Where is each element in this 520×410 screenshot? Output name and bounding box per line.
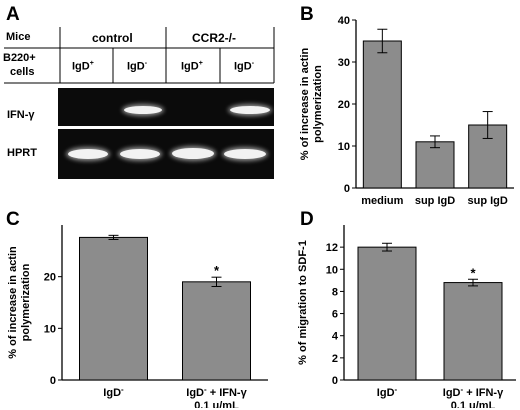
gel-label-hprt: HPRT (7, 147, 37, 159)
b-y-axis-label-line-0: % of increase in actin (299, 47, 311, 160)
d-ytick-label-4: 8 (332, 286, 338, 298)
panel-c-letter: C (6, 209, 20, 230)
band-hprt-lane1 (68, 149, 108, 159)
d-ytick-label-2: 4 (332, 331, 339, 343)
c-category-label-1-1: 0.1 u/mL (194, 400, 239, 408)
d-ytick-label-5: 10 (326, 264, 338, 276)
b-category-label-0-0: medium (361, 195, 403, 207)
band-hprt-lane2 (120, 149, 160, 159)
d-category-label-1-1: 0.1 u/mL (451, 400, 496, 408)
panel-d-letter: D (300, 209, 314, 230)
b-bar-1 (415, 141, 455, 189)
gel-ifn-gamma (58, 88, 274, 126)
d-ytick-label-0: 0 (332, 375, 338, 387)
c-y-axis-label-line-0: % of increase in actin (7, 246, 19, 359)
d-ytick-label-1: 2 (332, 353, 338, 365)
c-y-axis-label: % of increase in actinpolymerization (7, 246, 32, 359)
d-y-axis-label: % of migration to SDF-1 (297, 240, 309, 365)
d-y-axis-label-line-0: % of migration to SDF-1 (297, 240, 309, 365)
d-ytick-label-6: 12 (326, 242, 338, 254)
b-ytick-label-0: 0 (344, 183, 350, 195)
c-category-label-1-0: IgD- + IFN-γ (186, 385, 247, 399)
d-category-sup-1: - (461, 385, 464, 394)
b-category-label-1-0: sup IgD (415, 195, 455, 207)
lane-label-2: IgD- (127, 60, 148, 73)
c-ytick-label-0: 0 (50, 375, 56, 387)
row-label-b220: B220+ (3, 52, 36, 64)
d-category-sup-0: - (395, 385, 398, 394)
c-category-sup-0: - (121, 385, 124, 394)
band-ifn-lane2 (124, 106, 162, 114)
c-ytick-label-1: 10 (44, 323, 56, 335)
panel-b-letter: B (300, 4, 314, 25)
c-ytick-label-2: 20 (44, 272, 56, 284)
chart-b: 0 10 20 30 40 % of increase in actinpolymeriz… (299, 15, 514, 207)
c-bar-1 (182, 281, 251, 381)
b-y-axis-label: % of increase in actinpolymerization (299, 47, 324, 160)
b-bar-0 (362, 40, 402, 189)
group-ccr2: CCR2-/- (192, 31, 236, 45)
c-category-part-a-0: IgD (103, 387, 121, 399)
band-ifn-lane4 (230, 106, 270, 114)
gel-label-ifn: IFN-γ (7, 109, 35, 121)
d-category-label-1-0: IgD- + IFN-γ (443, 385, 504, 399)
band-hprt-lane4 (224, 149, 266, 159)
d-ytick-label-3: 6 (332, 309, 338, 321)
b-category-label-2-0: sup IgD (467, 195, 507, 207)
b-ytick-label-4: 40 (338, 15, 350, 27)
d-bar-1 (443, 282, 503, 381)
d-category-part-b-1: + IFN-γ (463, 387, 504, 399)
c-category-label-0-0: IgD- (103, 385, 124, 399)
d-bar-0 (357, 246, 417, 381)
panel-a-table-lines (4, 27, 275, 84)
panel-a-letter: A (6, 4, 20, 25)
c-annotation-1: * (214, 263, 220, 278)
b-ytick-label-3: 30 (338, 57, 350, 69)
b-ytick-label-2: 20 (338, 99, 350, 111)
lane-label-1: IgD+ (72, 60, 94, 73)
b-ytick-label-1: 10 (338, 141, 350, 153)
d-category-label-0-0: IgD- (377, 385, 398, 399)
chart-c: 0 10 20 % of increase in actinpolymerizatio… (7, 225, 268, 408)
d-category-part-a-1: IgD (443, 387, 461, 399)
c-category-sup-1: - (204, 385, 207, 394)
c-category-part-a-1: IgD (186, 387, 204, 399)
lane-label-3: IgD+ (181, 60, 203, 73)
c-category-part-b-1: + IFN-γ (207, 387, 248, 399)
d-annotation-1: * (470, 265, 476, 280)
b-y-axis-label-line-1: polymerization (312, 65, 324, 143)
group-control: control (92, 31, 133, 45)
d-category-part-a-0: IgD (377, 387, 395, 399)
lane-label-4: IgD- (234, 60, 255, 73)
gel-hprt (58, 129, 274, 179)
row-label-cells: cells (10, 66, 35, 78)
row-label-mice: Mice (6, 31, 31, 43)
c-y-axis-label-line-1: polymerization (20, 263, 32, 341)
band-hprt-lane3 (172, 148, 214, 159)
c-bar-0 (79, 236, 148, 381)
